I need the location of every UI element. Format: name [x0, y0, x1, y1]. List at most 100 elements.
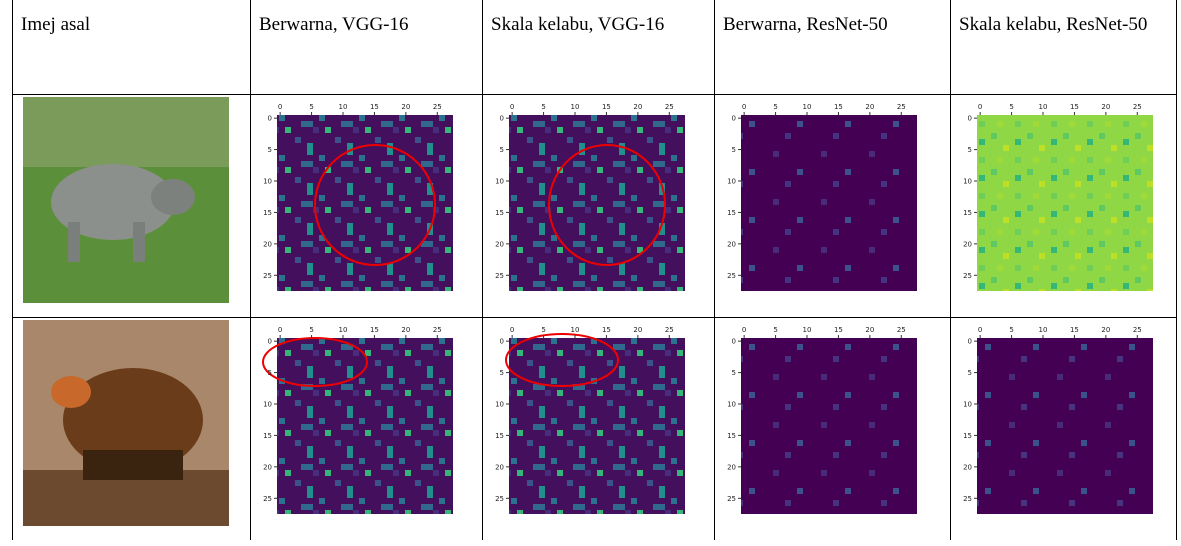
y-tick-label: 0 [268, 114, 272, 122]
y-tick-label: 25 [263, 271, 272, 279]
x-tick-label: 0 [742, 326, 746, 334]
y-tick-label: 5 [268, 146, 272, 154]
y-tick-label: 25 [495, 271, 504, 279]
heatmap-image [509, 338, 685, 514]
y-tick-label: 15 [727, 208, 736, 216]
header-cell: Skala kelabu, VGG-16 [483, 0, 715, 94]
y-tick-label: 10 [263, 177, 272, 185]
x-tick-label: 25 [897, 326, 906, 334]
y-tick-label: 10 [263, 400, 272, 408]
y-tick-label: 0 [268, 337, 272, 345]
row: 0 5 10 15 20 25 0 5 10 15 20 25 0 5 10 15 20 25 0 5 10 15 20 2… [13, 317, 1177, 540]
x-tick-label: 5 [1009, 103, 1013, 111]
x-tick-label: 15 [370, 103, 379, 111]
x-tick-label: 5 [1009, 326, 1013, 334]
y-tick-label: 5 [732, 146, 736, 154]
y-tick-label: 5 [732, 369, 736, 377]
x-tick-label: 0 [978, 326, 982, 334]
x-tick-label: 15 [602, 103, 611, 111]
x-tick-label: 25 [1133, 103, 1142, 111]
x-tick-label: 20 [633, 103, 642, 111]
x-tick-label: 0 [742, 103, 746, 111]
y-tick-label: 25 [963, 494, 972, 502]
x-tick-label: 10 [571, 103, 580, 111]
x-tick-label: 10 [803, 326, 812, 334]
y-tick-label: 10 [963, 177, 972, 185]
x-tick-label: 25 [897, 103, 906, 111]
comparison-table: Imej asal Berwarna, VGG-16 Skala kelabu,… [12, 0, 1177, 540]
x-tick-label: 20 [865, 326, 874, 334]
x-tick-label: 15 [834, 326, 843, 334]
y-tick-label: 10 [495, 177, 504, 185]
y-tick-label: 5 [968, 146, 972, 154]
x-tick-label: 0 [278, 103, 282, 111]
y-tick-label: 20 [727, 463, 736, 471]
y-tick-label: 15 [963, 208, 972, 216]
y-tick-label: 20 [263, 463, 272, 471]
y-tick-label: 25 [727, 271, 736, 279]
heatmap-image [741, 338, 917, 514]
y-tick-label: 25 [263, 494, 272, 502]
x-tick-label: 15 [1070, 103, 1079, 111]
header-cell: Berwarna, VGG-16 [251, 0, 483, 94]
x-tick-label: 0 [278, 326, 282, 334]
heatmap-image [977, 338, 1153, 514]
y-tick-label: 5 [500, 146, 504, 154]
header-row: Imej asal Berwarna, VGG-16 Skala kelabu,… [13, 0, 1177, 94]
x-tick-label: 10 [571, 326, 580, 334]
x-tick-label: 20 [865, 103, 874, 111]
image-cell [13, 317, 251, 540]
header-cell: Skala kelabu, ResNet-50 [951, 0, 1177, 94]
rhino-photo [23, 97, 229, 303]
x-tick-label: 15 [1070, 326, 1079, 334]
y-tick-label: 20 [263, 240, 272, 248]
y-tick-label: 15 [495, 431, 504, 439]
x-tick-label: 25 [1133, 326, 1142, 334]
x-tick-label: 10 [1039, 326, 1048, 334]
x-tick-label: 20 [1101, 326, 1110, 334]
y-tick-label: 20 [495, 463, 504, 471]
y-tick-label: 10 [963, 400, 972, 408]
x-tick-label: 0 [510, 326, 514, 334]
x-tick-label: 20 [401, 326, 410, 334]
x-tick-label: 25 [433, 326, 442, 334]
x-tick-label: 15 [834, 103, 843, 111]
y-tick-label: 0 [500, 114, 504, 122]
y-tick-label: 25 [727, 494, 736, 502]
y-tick-label: 20 [963, 240, 972, 248]
x-tick-label: 25 [433, 103, 442, 111]
y-tick-label: 5 [968, 369, 972, 377]
x-tick-label: 15 [370, 326, 379, 334]
x-tick-label: 0 [510, 103, 514, 111]
x-tick-label: 15 [602, 326, 611, 334]
x-tick-label: 5 [773, 103, 777, 111]
x-tick-label: 10 [339, 103, 348, 111]
heatmap-image [977, 115, 1153, 291]
y-tick-label: 10 [727, 177, 736, 185]
y-tick-label: 15 [495, 208, 504, 216]
x-tick-label: 25 [665, 103, 674, 111]
x-tick-label: 20 [401, 103, 410, 111]
x-tick-label: 0 [978, 103, 982, 111]
x-tick-label: 10 [1039, 103, 1048, 111]
image-cell [13, 94, 251, 317]
heatmap-image [741, 115, 917, 291]
heatmap-image [277, 338, 453, 514]
y-tick-label: 20 [495, 240, 504, 248]
page: Imej asal Berwarna, VGG-16 Skala kelabu,… [0, 0, 1181, 546]
y-tick-label: 15 [263, 431, 272, 439]
y-tick-label: 15 [963, 431, 972, 439]
heatmap: 05101520250510152025 [719, 97, 943, 309]
x-tick-label: 25 [665, 326, 674, 334]
x-tick-label: 10 [339, 326, 348, 334]
y-tick-label: 25 [495, 494, 504, 502]
x-tick-label: 5 [541, 326, 545, 334]
x-tick-label: 20 [633, 326, 642, 334]
